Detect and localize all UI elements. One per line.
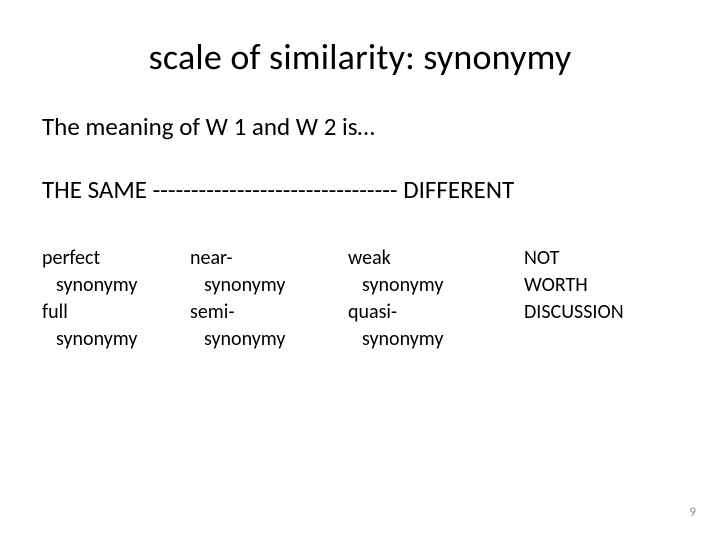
col4-line1: NOT bbox=[524, 245, 674, 272]
col1-line1: perfect bbox=[42, 245, 190, 272]
scale-line: THE SAME -------------------------------… bbox=[42, 174, 678, 205]
column-3: weak synonymy quasi- synonymy bbox=[348, 245, 524, 353]
col1-line2: synonymy bbox=[42, 272, 190, 299]
scale-right: DIFFERENT bbox=[403, 174, 514, 205]
col3-line4: synonymy bbox=[348, 326, 524, 353]
col4-line2: WORTH bbox=[524, 272, 674, 299]
slide-title: scale of similarity: synonymy bbox=[42, 35, 678, 79]
col1-line3: full bbox=[42, 299, 190, 326]
col2-line3: semi- bbox=[190, 299, 348, 326]
column-1: perfect synonymy full synonymy bbox=[42, 245, 190, 353]
col1-line4: synonymy bbox=[42, 326, 190, 353]
columns-container: perfect synonymy full synonymy near- syn… bbox=[42, 245, 678, 353]
col2-line1: near- bbox=[190, 245, 348, 272]
col4-line3: DISCUSSION bbox=[524, 299, 674, 326]
col3-line1: weak bbox=[348, 245, 524, 272]
slide-subtitle: The meaning of W 1 and W 2 is… bbox=[42, 111, 678, 142]
col3-line2: synonymy bbox=[348, 272, 524, 299]
col2-line4: synonymy bbox=[190, 326, 348, 353]
scale-left: THE SAME bbox=[42, 174, 147, 205]
slide-container: scale of similarity: synonymy The meanin… bbox=[0, 0, 720, 540]
col2-line2: synonymy bbox=[190, 272, 348, 299]
page-number: 9 bbox=[689, 505, 696, 520]
col3-line3: quasi- bbox=[348, 299, 524, 326]
column-2: near- synonymy semi- synonymy bbox=[190, 245, 348, 353]
scale-dashes: -------------------------------- bbox=[153, 174, 398, 205]
column-4: NOT WORTH DISCUSSION bbox=[524, 245, 674, 353]
